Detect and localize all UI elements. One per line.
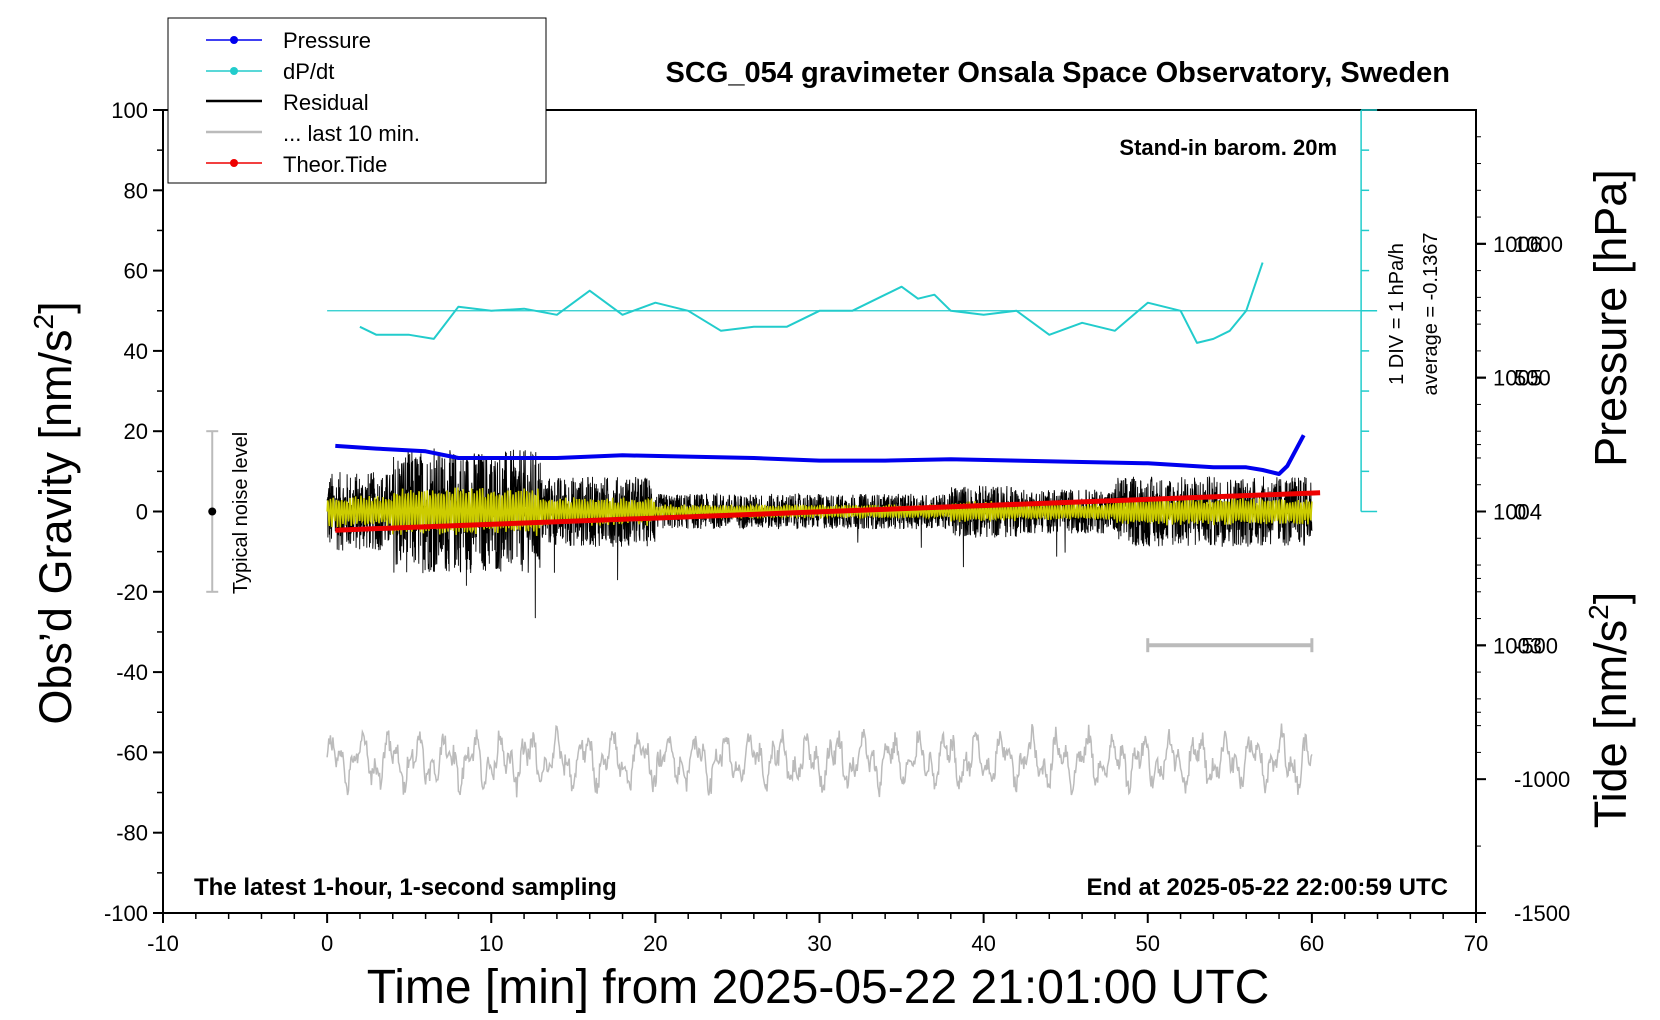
noise-bar-point <box>208 507 217 516</box>
x-tick-label: -10 <box>147 931 179 956</box>
dpdt-series <box>359 262 1264 344</box>
legend-label-tide: Theor.Tide <box>283 152 387 177</box>
legend-marker-tide <box>230 159 238 167</box>
residual-smooth-series <box>326 487 1313 536</box>
y-tick-label: 0 <box>136 500 148 525</box>
dpdt-average-note: average = -0.1367 <box>1420 233 1442 396</box>
dpdt-scale-note: 1 DIV = 1 hPa/h <box>1386 243 1408 385</box>
tide-tick-label: -1000 <box>1514 767 1570 792</box>
y-tick-label: -60 <box>116 740 148 765</box>
y-label-left-main: Obs’d Gravity [nm/s <box>30 330 81 725</box>
legend-label-last10: ... last 10 min. <box>283 121 420 146</box>
y-label-left-end: ] <box>30 301 81 314</box>
tide-tick-label: 0 <box>1514 500 1526 525</box>
legend-marker-dpdt <box>230 67 238 75</box>
y-tick-label: 60 <box>124 259 148 284</box>
y-tick-label: -100 <box>104 901 148 926</box>
tide-series <box>335 490 1321 533</box>
noise-level-label: Typical noise level <box>230 432 252 594</box>
sampling-note: The latest 1-hour, 1-second sampling <box>194 874 617 901</box>
y-label-left-sup: 2 <box>28 314 59 330</box>
y-tick-label: -20 <box>116 580 148 605</box>
last10-series <box>326 723 1313 798</box>
pressure-tick-label: 1004 <box>1493 500 1542 525</box>
data-layer <box>206 109 1378 798</box>
y-tick-label: -80 <box>116 821 148 846</box>
pressure-tick-label: 1003 <box>1493 633 1542 658</box>
legend-label-dpdt: dP/dt <box>283 59 334 84</box>
legend: Pressure dP/dt Residual ... last 10 min.… <box>167 17 547 184</box>
tide-tick-label: -500 <box>1514 633 1558 658</box>
y-label-tide-main: Tide [nm/s <box>1585 620 1636 828</box>
tide-tick-label: -1500 <box>1514 901 1570 926</box>
x-tick-label: 50 <box>1136 931 1160 956</box>
y-axis-label-tide: Tide [nm/s2] <box>1583 592 1636 828</box>
legend-item-pressure: Pressure <box>206 28 371 53</box>
pressure-tick-label: 1005 <box>1493 366 1542 391</box>
tide-tick-label: 500 <box>1514 366 1551 391</box>
x-tick-label: 30 <box>807 931 831 956</box>
residual-series <box>326 448 1313 619</box>
x-tick-label: 70 <box>1464 931 1488 956</box>
x-tick-label: 10 <box>479 931 503 956</box>
legend-item-residual: Residual <box>206 90 369 115</box>
y-tick-label: 80 <box>124 178 148 203</box>
x-tick-label: 0 <box>321 931 333 956</box>
pressure-tick-label: 1006 <box>1493 232 1542 257</box>
end-time-note: End at 2025-05-22 22:00:59 UTC <box>1087 874 1449 901</box>
legend-label-residual: Residual <box>283 90 369 115</box>
x-tick-label: 40 <box>971 931 995 956</box>
legend-item-last10: ... last 10 min. <box>206 121 420 146</box>
barometer-note: Stand-in barom. 20m <box>1119 135 1337 160</box>
legend-label-pressure: Pressure <box>283 28 371 53</box>
legend-marker-pressure <box>230 36 238 44</box>
tide-tick-label: 1000 <box>1514 232 1563 257</box>
x-tick-label: 20 <box>643 931 667 956</box>
y-axis-label-left: Obs’d Gravity [nm/s2] <box>28 301 81 724</box>
y-tick-label: 40 <box>124 339 148 364</box>
chart-title: SCG_054 gravimeter Onsala Space Observat… <box>666 57 1450 89</box>
y-axis-label-pressure: Pressure [hPa] <box>1585 169 1636 467</box>
legend-item-dpdt: dP/dt <box>206 59 334 84</box>
legend-item-tide: Theor.Tide <box>206 152 387 177</box>
y-tick-label: 20 <box>124 419 148 444</box>
y-tick-label: 100 <box>111 98 148 123</box>
y-label-tide-sup: 2 <box>1583 604 1614 620</box>
pressure-series <box>335 434 1306 476</box>
y-label-tide-end: ] <box>1585 592 1636 605</box>
x-axis-label: Time [min] from 2025-05-22 21:01:00 UTC <box>367 961 1270 1014</box>
axis-ticks: -10 0 10 20 30 40 50 60 70100806040200-20-40-60-… <box>104 98 1570 956</box>
x-tick-label: 60 <box>1300 931 1324 956</box>
y-tick-label: -40 <box>116 660 148 685</box>
